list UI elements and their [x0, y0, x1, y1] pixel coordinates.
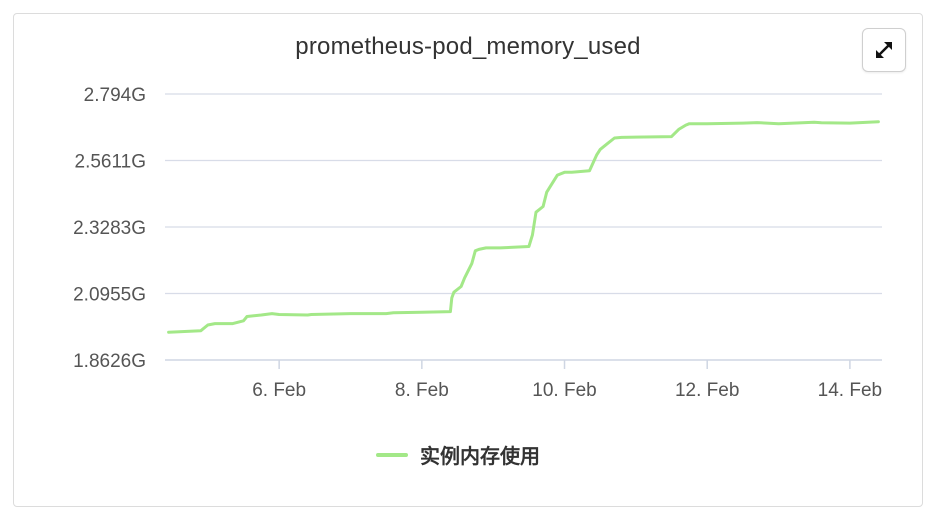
y-axis-ticks: 1.8626G 2.0955G 2.3283G 2.5611G 2.794G: [73, 85, 146, 372]
chart-title: prometheus-pod_memory_used: [295, 33, 641, 60]
y-tick-label: 2.794G: [84, 85, 146, 106]
x-axis: 6. Feb 8. Feb 10. Feb 12. Feb 14. Feb: [165, 359, 882, 401]
x-tick-label: 14. Feb: [818, 380, 882, 401]
series-line[interactable]: [167, 120, 880, 334]
series-layer: [167, 120, 880, 334]
y-tick-label: 2.3283G: [73, 218, 146, 239]
expand-icon: [876, 42, 892, 58]
grid-lines: [165, 93, 882, 295]
y-tick-label: 1.8626G: [73, 351, 146, 372]
legend-label: 实例内存使用: [420, 444, 540, 468]
chart-card: [13, 13, 923, 507]
legend-item[interactable]: 实例内存使用: [376, 440, 540, 469]
expand-button[interactable]: [862, 28, 906, 72]
x-tick-label: 12. Feb: [675, 380, 739, 401]
y-tick-label: 2.5611G: [75, 152, 146, 173]
x-tick-label: 10. Feb: [532, 380, 596, 401]
legend-swatch: [376, 452, 408, 457]
x-tick-label: 8. Feb: [395, 380, 449, 401]
y-tick-label: 2.0955G: [73, 284, 146, 305]
x-tick-label: 6. Feb: [252, 380, 306, 401]
